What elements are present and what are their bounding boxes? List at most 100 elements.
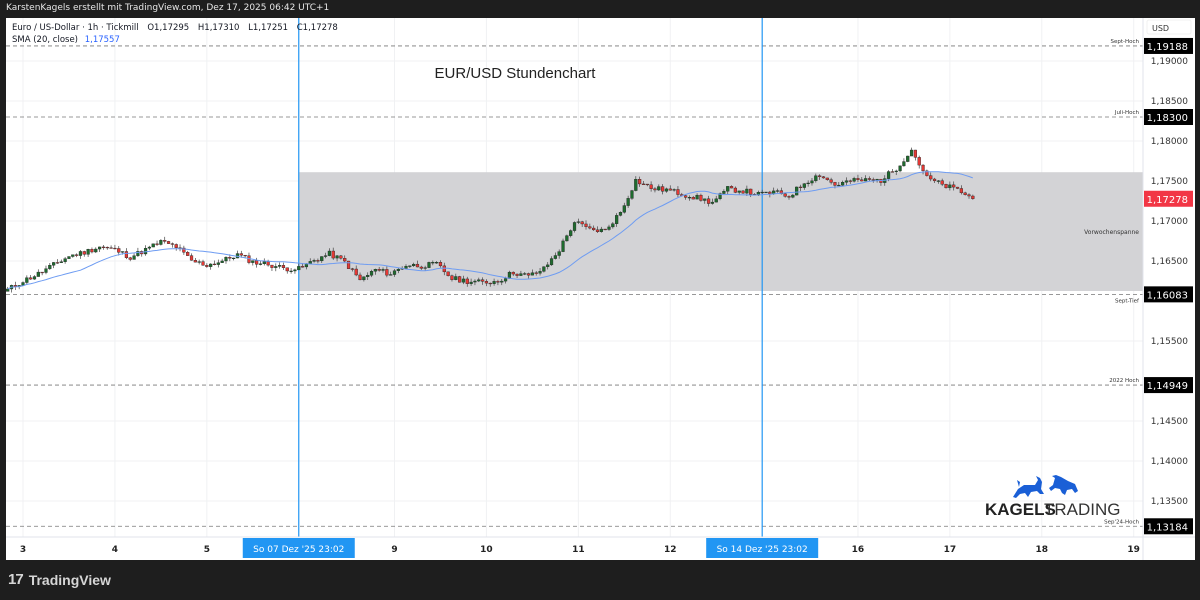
level-price-value: 1,13184 bbox=[1147, 522, 1188, 533]
candle-up bbox=[542, 266, 546, 272]
candle-down bbox=[205, 265, 209, 267]
candle-down bbox=[729, 186, 734, 189]
level-price-value: 1,14949 bbox=[1147, 381, 1188, 392]
candle-up bbox=[886, 171, 891, 179]
sma-value: 1,17557 bbox=[84, 35, 120, 45]
candle-up bbox=[936, 180, 940, 182]
kagels-trading-logo: KAGELS TRADING bbox=[985, 475, 1121, 519]
candle-down bbox=[971, 195, 975, 199]
tradingview-brand[interactable]: TradingView bbox=[28, 571, 111, 588]
candle-down bbox=[741, 190, 745, 194]
price-level-tags: 1,19188 1,18300 1,16083 1,14949 1,13184 1,172… bbox=[1144, 37, 1193, 535]
candle-up bbox=[216, 262, 220, 265]
price-axis[interactable]: 1,19000 1,18500 1,18000 1,17500 1,17000 1,165… bbox=[1151, 57, 1188, 507]
sma-label[interactable]: SMA (20, close) bbox=[12, 35, 78, 45]
range-box-label: Vorwochenspanne bbox=[1084, 229, 1139, 236]
candle-up bbox=[948, 184, 952, 189]
candle-down bbox=[339, 255, 343, 259]
candle-up bbox=[412, 263, 416, 267]
candle-up bbox=[36, 271, 40, 277]
candle-up bbox=[423, 267, 427, 269]
candle-down bbox=[415, 263, 420, 268]
candle-down bbox=[913, 149, 917, 158]
crosshair-time-label: So 07 Dez '25 23:02 bbox=[253, 545, 344, 555]
candle-up bbox=[469, 281, 473, 284]
candle-up bbox=[611, 223, 615, 228]
candle-down bbox=[255, 260, 259, 265]
symbol-legend: Euro / US-Dollar · 1h · Tickmill O1,1729… bbox=[12, 22, 338, 34]
logo-text-bold: KAGELS bbox=[985, 500, 1056, 519]
candle-up bbox=[538, 271, 542, 274]
candle-down bbox=[465, 278, 469, 284]
candle-down bbox=[584, 223, 588, 227]
candle-up bbox=[289, 270, 293, 272]
level-lines: Sept-Hoch Juli-Hoch Sept-Tief 2022 Hoch Sep'… bbox=[6, 39, 1143, 527]
level-price-value: 1,19188 bbox=[1147, 42, 1188, 53]
candle-up bbox=[841, 182, 845, 186]
price-tick-label: 1,18000 bbox=[1151, 137, 1188, 147]
candle-down bbox=[848, 180, 852, 182]
candle-up bbox=[197, 261, 201, 263]
candle-down bbox=[940, 180, 944, 185]
candle-up bbox=[565, 235, 569, 242]
level-label: Sept-Tief bbox=[1115, 298, 1140, 304]
candle-up bbox=[251, 260, 255, 263]
candle-up bbox=[894, 170, 898, 172]
tradingview-footer: 17 TradingView bbox=[8, 571, 111, 588]
time-axis[interactable]: 3 4 5 9 10 11 12 16 17 18 19 bbox=[20, 545, 1140, 555]
candle-up bbox=[802, 183, 806, 188]
candle-up bbox=[875, 178, 879, 181]
candle-up bbox=[722, 191, 726, 194]
candle-up bbox=[503, 278, 508, 282]
currency-button[interactable] bbox=[1146, 19, 1192, 35]
candle-up bbox=[94, 248, 98, 253]
candle-up bbox=[791, 194, 795, 198]
candle-down bbox=[638, 179, 642, 185]
candle-up bbox=[408, 265, 412, 267]
candle-down bbox=[699, 194, 703, 201]
candle-up bbox=[902, 161, 906, 167]
candle-down bbox=[109, 247, 113, 249]
candle-down bbox=[768, 191, 772, 195]
level-label: Juli-Hoch bbox=[1114, 110, 1140, 116]
candle-down bbox=[212, 263, 217, 265]
candle-up bbox=[695, 194, 699, 200]
candle-down bbox=[488, 282, 492, 285]
candle-down bbox=[90, 249, 94, 253]
level-label: Sept-Hoch bbox=[1110, 39, 1139, 45]
candle-up bbox=[297, 266, 301, 271]
candle-down bbox=[955, 186, 960, 189]
candle-up bbox=[373, 269, 377, 272]
time-tick-label: 16 bbox=[852, 545, 865, 555]
candle-up bbox=[293, 269, 297, 272]
candle-up bbox=[687, 197, 692, 199]
candle-down bbox=[266, 261, 270, 266]
candle-up bbox=[25, 277, 29, 283]
candle-down bbox=[75, 254, 79, 256]
candle-down bbox=[117, 248, 121, 253]
candle-up bbox=[557, 251, 561, 256]
candles bbox=[6, 147, 975, 293]
candle-up bbox=[530, 272, 534, 276]
candle-down bbox=[749, 188, 753, 195]
candle-up bbox=[97, 246, 102, 250]
candle-up bbox=[147, 246, 151, 249]
candle-up bbox=[278, 265, 282, 267]
symbol-name[interactable]: Euro / US-Dollar · 1h · Tickmill bbox=[12, 23, 139, 33]
candle-up bbox=[63, 258, 67, 262]
price-tick-label: 1,16500 bbox=[1151, 257, 1188, 267]
candle-up bbox=[718, 193, 722, 200]
candle-up bbox=[52, 262, 56, 266]
candle-up bbox=[546, 264, 550, 267]
crosshair-time-label: So 14 Dez '25 23:02 bbox=[717, 545, 808, 555]
price-tick-label: 1,13500 bbox=[1151, 497, 1188, 507]
candle-down bbox=[170, 243, 174, 245]
candle-up bbox=[737, 190, 741, 193]
price-tick-label: 1,17500 bbox=[1151, 177, 1188, 187]
candle-up bbox=[500, 280, 504, 283]
candle-up bbox=[553, 255, 557, 259]
chart-legend: Euro / US-Dollar · 1h · Tickmill O1,1729… bbox=[12, 22, 338, 46]
candle-up bbox=[576, 221, 580, 223]
ohlc-low: L1,17251 bbox=[248, 23, 289, 33]
